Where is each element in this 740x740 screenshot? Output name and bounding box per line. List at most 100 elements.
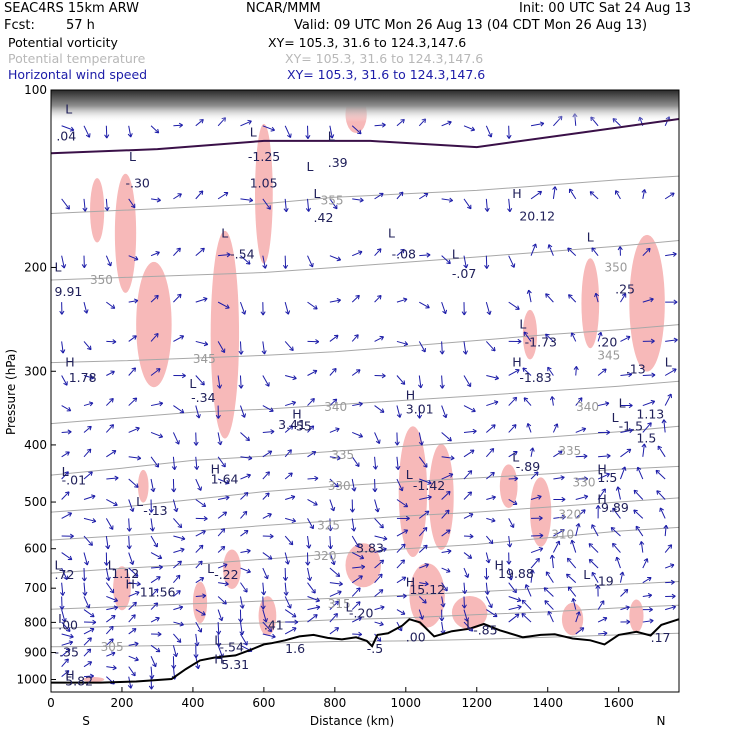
wind-vector-head — [514, 476, 519, 482]
wind-vector — [352, 564, 366, 570]
wind-vector-head — [670, 192, 675, 197]
wind-vector-head — [619, 571, 625, 576]
wind-vector-head — [155, 251, 160, 256]
wind-vector — [394, 432, 400, 446]
wind-vector — [418, 596, 427, 604]
wind-vector — [195, 544, 204, 553]
wind-vector — [307, 596, 321, 603]
wind-vector-head — [621, 466, 627, 471]
wind-vector-shaft — [240, 456, 253, 459]
wind-vector-shaft — [463, 470, 473, 480]
wind-vector-head — [241, 310, 247, 315]
wind-vector — [61, 609, 67, 623]
wind-vector — [305, 552, 311, 566]
pv-extremum-label: L — [250, 124, 257, 139]
wind-vector-shaft — [262, 341, 266, 355]
wind-vector-head — [63, 575, 69, 581]
wind-vector-shaft — [284, 627, 297, 635]
wind-vector — [396, 478, 404, 492]
wind-vector-shaft — [195, 595, 206, 597]
wind-vector-head — [152, 662, 157, 668]
wind-vector-shaft — [195, 478, 202, 491]
wind-vector-shaft — [551, 396, 554, 406]
x-tick-label: 400 — [181, 696, 204, 710]
pv-shaded-region — [90, 178, 105, 243]
wind-vector — [395, 456, 401, 470]
wind-vector-head — [515, 305, 520, 310]
wind-vector-head — [110, 651, 116, 657]
wind-vector — [570, 539, 577, 553]
wind-vector — [642, 618, 654, 624]
wind-vector-shaft — [508, 255, 515, 268]
wind-vector-head — [89, 374, 95, 380]
wind-vector — [172, 645, 179, 658]
wind-vector — [588, 543, 599, 553]
wind-vector-head — [377, 294, 382, 300]
wind-vector-shaft — [597, 332, 602, 342]
wind-vector — [547, 244, 554, 256]
wind-vector — [549, 554, 555, 569]
pv-extremum-label: H — [406, 575, 415, 590]
wind-vector — [595, 505, 601, 519]
wind-vector-shaft — [150, 617, 160, 623]
pv-extremum-label: .42 — [314, 210, 334, 225]
wind-vector-head — [194, 465, 200, 470]
wind-vector-head — [521, 599, 527, 605]
wind-vector — [440, 621, 446, 635]
wind-vector-head — [398, 191, 404, 197]
wind-vector — [149, 666, 155, 680]
wind-vector-shaft — [151, 566, 163, 569]
wind-vector-head — [462, 350, 468, 355]
wind-vector-head — [158, 433, 164, 439]
wind-vector-shaft — [633, 489, 644, 500]
wind-vector — [171, 479, 177, 493]
wind-vector-head — [605, 472, 610, 478]
wind-vector-shaft — [217, 301, 230, 309]
wind-vector — [61, 552, 73, 561]
wind-vector — [193, 645, 199, 659]
wind-vector — [441, 197, 454, 203]
wind-vector-shaft — [83, 448, 92, 458]
y-tick-label: 100 — [24, 83, 47, 97]
wind-vector-head — [338, 581, 343, 587]
wind-vector-head — [265, 471, 270, 476]
wind-vector-head — [529, 447, 535, 452]
wind-vector-shaft — [329, 590, 342, 597]
wind-vector-head — [419, 615, 424, 620]
pv-extremum-label: H — [126, 577, 135, 592]
wind-vector-head — [193, 441, 199, 446]
wind-vector-head — [265, 382, 270, 387]
wind-vector-head — [446, 490, 451, 496]
wind-vector-shaft — [419, 301, 430, 309]
wind-vector — [641, 189, 647, 199]
wind-vector-shaft — [61, 198, 70, 210]
wind-vector-head — [424, 563, 429, 568]
wind-vector — [106, 339, 117, 345]
wind-vector-head — [400, 248, 405, 254]
wind-vector — [529, 569, 535, 583]
wind-vector-head — [69, 633, 74, 639]
theta-label: 350 — [90, 273, 113, 287]
y-tick-label: 500 — [24, 495, 47, 509]
wind-vector-head — [126, 545, 132, 550]
wind-vector-shaft — [441, 198, 453, 202]
wind-vector — [484, 198, 490, 212]
wind-vector-shaft — [284, 596, 292, 609]
wind-vector-shaft — [329, 478, 339, 488]
wind-vector-shaft — [530, 569, 534, 583]
wind-vector — [486, 375, 499, 381]
wind-vector — [218, 252, 231, 258]
wind-vector-head — [355, 294, 360, 300]
wind-vector-shaft — [83, 648, 92, 657]
wind-vector-head — [197, 628, 203, 633]
wind-vector-head — [425, 304, 430, 309]
wind-vector — [486, 471, 495, 480]
wind-vector-head — [507, 208, 513, 213]
wind-vector-head — [266, 205, 271, 210]
wind-vector-shaft — [217, 192, 229, 200]
wind-vector-head — [89, 627, 95, 633]
wind-vector-head — [179, 621, 184, 627]
wind-vector-shaft — [128, 552, 134, 565]
wind-vector — [128, 397, 138, 406]
wind-vector-head — [334, 600, 340, 606]
